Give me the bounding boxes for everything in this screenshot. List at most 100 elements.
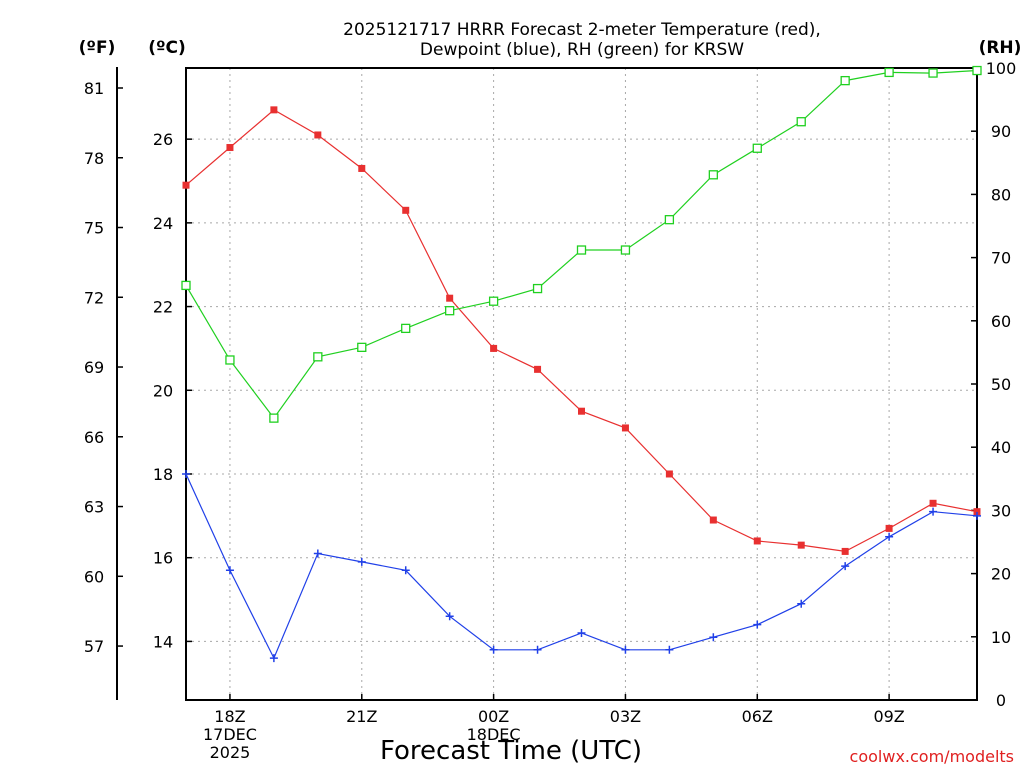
rh-point xyxy=(840,75,850,86)
temperature-series xyxy=(182,106,981,555)
fahrenheit-tick-label: 66 xyxy=(84,428,104,447)
dewpoint-point xyxy=(269,654,278,663)
temperature-point xyxy=(402,206,410,214)
rh-point xyxy=(225,355,235,365)
dewpoint-point xyxy=(929,507,938,516)
temperature-point xyxy=(314,131,322,139)
temperature-point xyxy=(446,294,454,302)
rh-point xyxy=(752,143,762,153)
rh-tick-label: 70 xyxy=(991,249,1011,268)
dewpoint-point xyxy=(665,645,674,654)
rh-point xyxy=(576,245,587,255)
temperature-point xyxy=(797,541,805,549)
celsius-tick-label: 20 xyxy=(153,381,173,400)
rh-point xyxy=(620,245,631,255)
temperature-point xyxy=(358,164,366,172)
data-series xyxy=(181,65,982,663)
celsius-tick-label: 26 xyxy=(153,130,173,149)
fahrenheit-tick-label: 75 xyxy=(84,219,104,238)
rh-tick-label: 100 xyxy=(986,59,1017,78)
x-tick-label: 03Z xyxy=(610,707,641,726)
dewpoint-point xyxy=(313,549,322,558)
celsius-tick-label: 18 xyxy=(153,465,173,484)
temperature-point xyxy=(753,537,761,545)
rh-series xyxy=(181,65,982,423)
temperature-point xyxy=(885,524,893,532)
dewpoint-point xyxy=(401,566,410,575)
temperature-line xyxy=(185,109,978,553)
celsius-tick-label: 24 xyxy=(153,214,173,233)
temperature-point xyxy=(621,424,629,432)
axes xyxy=(116,67,978,701)
dewpoint-point xyxy=(182,469,190,478)
chart-title-line-2: Dewpoint (blue), RH (green) for KRSW xyxy=(420,40,744,60)
temperature-point xyxy=(578,407,585,415)
x-tick-label: 17DEC xyxy=(203,725,257,744)
fahrenheit-unit-label: (ºF) xyxy=(79,38,116,58)
rh-tick-label: 80 xyxy=(991,185,1011,204)
rh-tick-label: 0 xyxy=(996,691,1006,710)
temperature-point xyxy=(226,144,234,152)
x-tick-label: 2025 xyxy=(210,743,251,762)
rh-point xyxy=(532,283,543,294)
rh-point xyxy=(796,117,806,127)
x-tick-label: 18DEC xyxy=(467,725,521,744)
dewpoint-point xyxy=(709,633,718,642)
temperature-point xyxy=(534,365,542,373)
celsius-tick-label: 14 xyxy=(153,632,173,651)
rh-tick-label: 60 xyxy=(991,312,1011,331)
rh-point xyxy=(928,68,938,78)
grid-lines xyxy=(186,68,977,700)
dewpoint-point xyxy=(577,629,586,638)
dewpoint-point xyxy=(445,612,454,621)
plot-frame xyxy=(185,67,978,701)
dewpoint-series xyxy=(182,469,981,663)
x-tick-label: 00Z xyxy=(478,707,509,726)
rh-point xyxy=(269,413,279,423)
celsius-tick-label: 16 xyxy=(153,549,173,568)
dewpoint-point xyxy=(885,532,894,541)
dewpoint-point xyxy=(489,645,498,654)
rh-unit-label: (RH) xyxy=(979,38,1022,58)
rh-tick-label: 50 xyxy=(991,375,1011,394)
rh-point xyxy=(972,65,982,76)
fahrenheit-tick-label: 63 xyxy=(84,498,104,517)
rh-tick-label: 40 xyxy=(991,438,1011,457)
temperature-point xyxy=(270,106,278,114)
temperature-point xyxy=(490,344,498,352)
rh-line xyxy=(185,69,978,420)
rh-tick-label: 20 xyxy=(991,565,1011,584)
fahrenheit-tick-label: 69 xyxy=(84,358,104,377)
chart-title-line-1: 2025121717 HRRR Forecast 2-meter Tempera… xyxy=(343,20,821,40)
dewpoint-point xyxy=(797,599,806,608)
dewpoint-point xyxy=(621,645,630,654)
dewpoint-point xyxy=(533,645,542,654)
rh-point xyxy=(313,352,323,362)
dewpoint-point xyxy=(357,557,366,566)
rh-point xyxy=(357,342,367,352)
credit-link[interactable]: coolwx.com/modelts xyxy=(850,747,1014,766)
temperature-point xyxy=(841,547,849,555)
rh-point xyxy=(708,170,718,180)
dewpoint-point xyxy=(973,511,981,520)
dewpoint-point xyxy=(225,566,234,575)
temperature-point xyxy=(182,181,190,189)
x-tick-label: 06Z xyxy=(742,707,773,726)
celsius-unit-label: (ºC) xyxy=(148,38,186,58)
dewpoint-point xyxy=(753,620,762,629)
dewpoint-point xyxy=(841,562,850,571)
rh-tick-label: 30 xyxy=(991,501,1011,520)
temperature-point xyxy=(709,516,717,524)
rh-point xyxy=(401,323,411,334)
temperature-point xyxy=(929,499,937,507)
fahrenheit-tick-label: 60 xyxy=(84,567,104,586)
rh-point xyxy=(664,215,675,225)
x-tick-label: 21Z xyxy=(346,707,377,726)
fahrenheit-tick-label: 78 xyxy=(84,149,104,168)
rh-point xyxy=(445,306,455,316)
temperature-point xyxy=(973,508,981,516)
x-axis-label: Forecast Time (UTC) xyxy=(380,736,642,766)
fahrenheit-tick-label: 57 xyxy=(84,637,104,656)
